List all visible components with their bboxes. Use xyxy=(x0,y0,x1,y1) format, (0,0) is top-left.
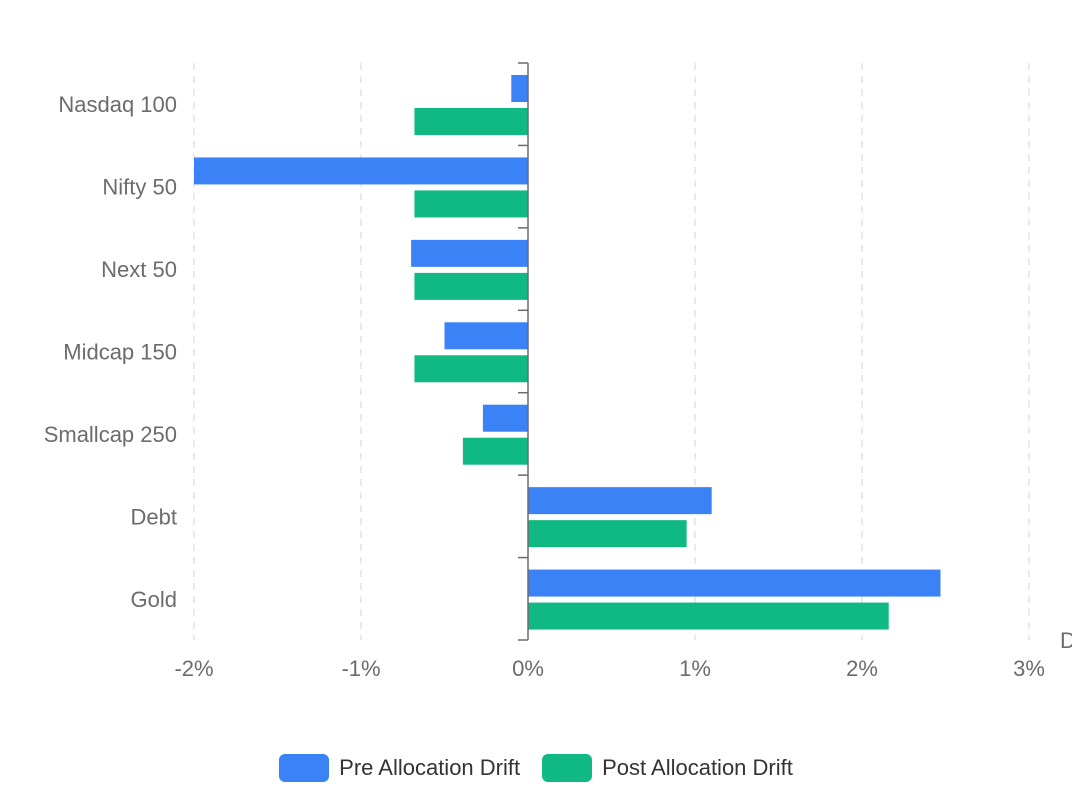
legend-swatch-pre xyxy=(279,754,330,782)
labels: -2% -1% 0% 1% 2% 3% D Nasdaq 100 Nifty 50 Next 50… xyxy=(44,92,1072,681)
category-label: Nasdaq 100 xyxy=(58,92,177,117)
bar-post-allocation[interactable] xyxy=(528,520,687,548)
bar-post-allocation[interactable] xyxy=(528,602,889,630)
x-tick-label: -2% xyxy=(174,656,213,681)
bar-pre-allocation[interactable] xyxy=(528,487,712,515)
bar-post-allocation[interactable] xyxy=(414,190,528,218)
x-tick-label: 1% xyxy=(679,656,711,681)
grid-lines xyxy=(193,63,1030,640)
legend-item-pre[interactable]: Pre Allocation Drift xyxy=(279,754,520,782)
bar-pre-allocation[interactable] xyxy=(482,404,528,432)
bar-post-allocation[interactable] xyxy=(414,108,528,135)
x-tick-label: 0% xyxy=(512,656,544,681)
bars xyxy=(194,75,941,630)
legend: Pre Allocation Drift Post Allocation Dri… xyxy=(0,754,1072,782)
bar-pre-allocation[interactable] xyxy=(444,322,529,350)
category-label: Smallcap 250 xyxy=(44,422,177,447)
legend-label-post: Post Allocation Drift xyxy=(602,755,793,780)
x-tick-label: 2% xyxy=(846,656,878,681)
legend-item-post[interactable]: Post Allocation Drift xyxy=(542,754,793,782)
category-label: Debt xyxy=(131,504,177,529)
legend-swatch-post xyxy=(542,754,593,782)
bar-post-allocation[interactable] xyxy=(414,272,528,300)
legend-label-pre: Pre Allocation Drift xyxy=(339,755,521,780)
bar-pre-allocation[interactable] xyxy=(528,569,941,597)
category-label: Next 50 xyxy=(101,257,177,282)
bar-post-allocation[interactable] xyxy=(414,355,528,383)
category-label: Midcap 150 xyxy=(63,340,177,365)
bar-pre-allocation[interactable] xyxy=(194,157,528,185)
axes xyxy=(518,62,529,641)
x-tick-label: 3% xyxy=(1013,656,1045,681)
x-tick-label: -1% xyxy=(341,656,380,681)
bar-pre-allocation[interactable] xyxy=(411,239,528,267)
bar-post-allocation[interactable] xyxy=(462,437,528,465)
bar-pre-allocation[interactable] xyxy=(511,75,528,102)
category-label: Gold xyxy=(131,587,177,612)
x-axis-label: D xyxy=(1060,628,1072,653)
category-label: Nifty 50 xyxy=(102,175,177,200)
